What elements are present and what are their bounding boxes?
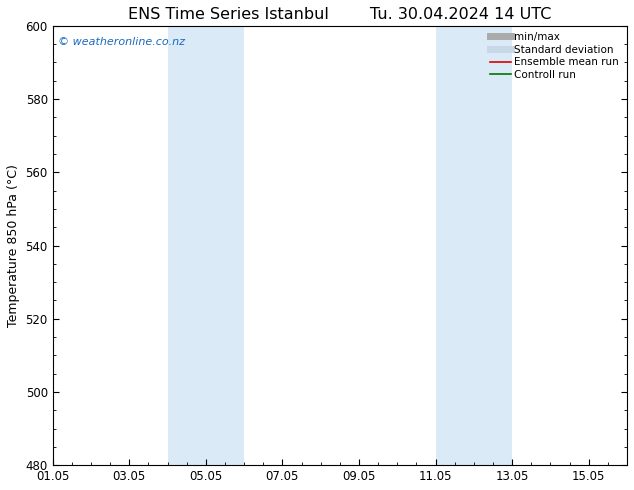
- Legend: min/max, Standard deviation, Ensemble mean run, Controll run: min/max, Standard deviation, Ensemble me…: [486, 28, 625, 84]
- Bar: [167, 26, 244, 465]
- Y-axis label: Temperature 850 hPa (°C): Temperature 850 hPa (°C): [7, 164, 20, 327]
- Title: ENS Time Series Istanbul        Tu. 30.04.2024 14 UTC: ENS Time Series Istanbul Tu. 30.04.2024 …: [128, 7, 552, 22]
- Text: © weatheronline.co.nz: © weatheronline.co.nz: [58, 37, 185, 47]
- Bar: [436, 26, 512, 465]
